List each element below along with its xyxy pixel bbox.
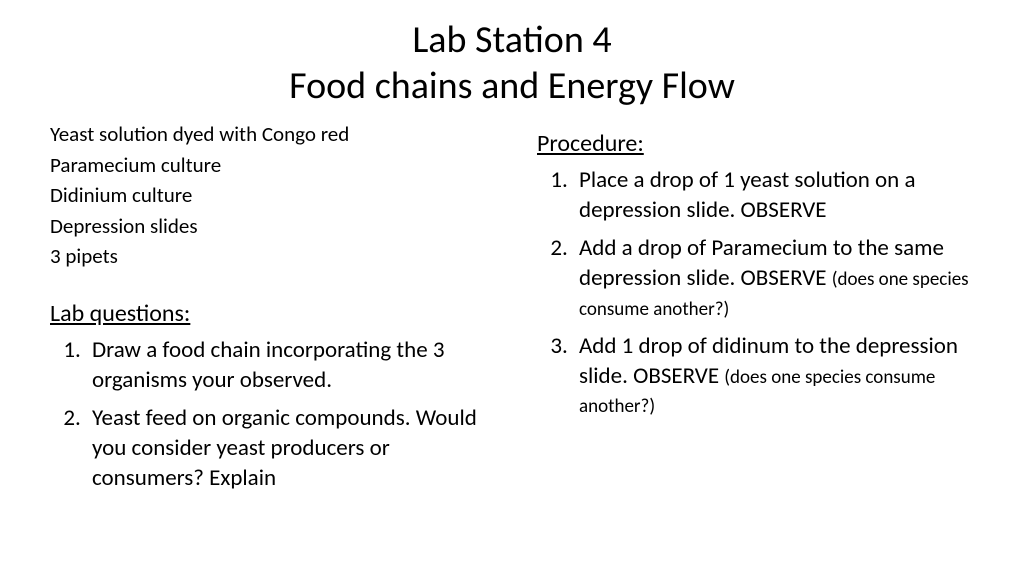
material-item: Didinium culture (50, 180, 497, 210)
right-column: Procedure: Place a drop of 1 yeast solut… (537, 119, 984, 502)
procedure-list: Place a drop of 1 yeast solution on a de… (537, 166, 984, 421)
lab-questions-list: Draw a food chain incorporating the 3 or… (50, 336, 497, 493)
title-line-2: Food chains and Energy Flow (40, 64, 984, 110)
material-item: Yeast solution dyed with Congo red (50, 119, 497, 149)
procedure-step: Add a drop of Paramecium to the same dep… (573, 234, 984, 324)
lab-question-item: Draw a food chain incorporating the 3 or… (86, 336, 497, 396)
material-item: 3 pipets (50, 241, 497, 271)
title-block: Lab Station 4 Food chains and Energy Flo… (40, 18, 984, 109)
material-item: Depression slides (50, 211, 497, 241)
procedure-step: Place a drop of 1 yeast solution on a de… (573, 166, 984, 226)
lab-question-item: Yeast feed on organic compounds. Would y… (86, 404, 497, 494)
content-columns: Yeast solution dyed with Congo red Param… (40, 119, 984, 502)
procedure-step-main: Place a drop of 1 yeast solution on a de… (579, 166, 916, 224)
procedure-heading: Procedure: (537, 129, 984, 158)
lab-questions-heading: Lab questions: (50, 299, 497, 328)
left-column: Yeast solution dyed with Congo red Param… (40, 119, 497, 502)
procedure-step: Add 1 drop of didinum to the depression … (573, 332, 984, 422)
materials-list: Yeast solution dyed with Congo red Param… (50, 119, 497, 271)
title-line-1: Lab Station 4 (40, 18, 984, 64)
material-item: Paramecium culture (50, 150, 497, 180)
